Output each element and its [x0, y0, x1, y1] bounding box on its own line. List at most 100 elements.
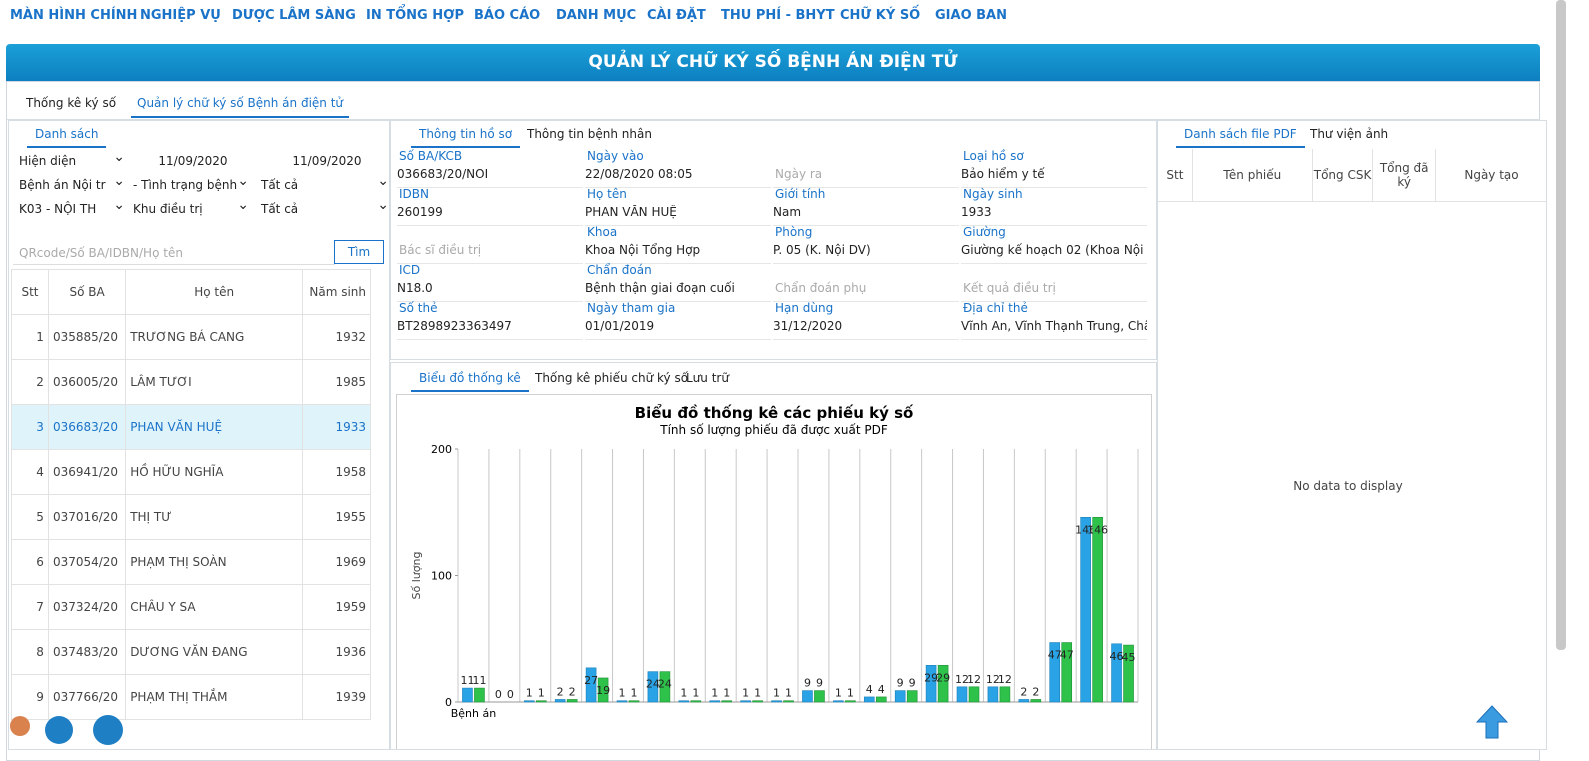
data-label: 4 [866, 683, 873, 696]
insurance-icon[interactable] [93, 715, 123, 745]
list-tab[interactable]: Danh sách [27, 127, 107, 148]
select[interactable]: Hiện diện [13, 150, 129, 172]
field-value: PHAN VĂN HUỆ [585, 205, 677, 219]
nav-item[interactable]: IN TỔNG HỢP [366, 8, 465, 23]
nav-item[interactable]: DANH MỤC [556, 8, 637, 23]
x-tick-label: Bệnh án [451, 707, 496, 720]
field-value: P. 05 (K. Nội DV) [773, 243, 871, 257]
select[interactable]: Khu điều trị [127, 198, 253, 220]
form-icon[interactable] [45, 716, 73, 744]
main-tab[interactable]: Quản lý chữ ký số Bệnh án điện tử [131, 96, 350, 118]
field-label: Chẩn đoán [587, 263, 652, 277]
info-field: Phòng P. 05 (K. Nội DV) [773, 225, 959, 264]
cell: DƯƠNG VĂN ĐANG [125, 629, 304, 675]
data-label: 1 [526, 687, 533, 700]
y-axis-label: Số lượng [410, 552, 423, 600]
bar [523, 700, 535, 703]
data-label: 1 [847, 687, 854, 700]
info-tab[interactable]: Thông tin bệnh nhân [527, 127, 652, 141]
pdf-tab[interactable]: Danh sách file PDF [1176, 127, 1305, 148]
column-header: Tổng đã ký [1372, 149, 1436, 202]
field-label: IDBN [399, 187, 429, 201]
field-value: Nam [773, 205, 802, 219]
nav-item[interactable]: BÁO CÁO [474, 8, 541, 23]
data-label: 1 [538, 687, 545, 700]
main-tabs: Thống kê ký số Quản lý chữ ký số Bệnh án … [6, 92, 1540, 120]
patient-row[interactable]: 6 037054/20 PHẠM THỊ SOÀN 1969 [11, 539, 371, 585]
nav-item[interactable]: CHỮ KÝ SỐ [840, 8, 921, 23]
main-tab[interactable]: Thống kê ký số [26, 96, 117, 110]
date-input[interactable]: 11/09/2020 [292, 154, 362, 168]
data-label: 1 [835, 687, 842, 700]
select[interactable]: Bệnh án Nội tr [13, 174, 129, 196]
search-button[interactable]: Tìm [334, 240, 384, 264]
bar [616, 700, 628, 703]
chart-tab[interactable]: Lưu trữ [686, 371, 729, 385]
data-label: 19 [596, 684, 610, 697]
patient-row[interactable]: 4 036941/20 HỒ HỮU NGHĨA 1958 [11, 449, 371, 495]
nav-item[interactable]: THU PHÍ - BHYT [721, 8, 835, 23]
pdf-tab[interactable]: Thư viện ảnh [1310, 127, 1389, 141]
cell: 1955 [302, 494, 371, 540]
patient-row[interactable]: 5 037016/20 THỊ TƯ 1955 [11, 494, 371, 540]
bar [535, 700, 547, 703]
nav-item[interactable]: MÀN HÌNH CHÍNH [10, 8, 138, 23]
data-label: 1 [785, 687, 792, 700]
info-field: IDBN 260199 [397, 187, 583, 226]
chart-tab[interactable]: Thống kê phiếu chữ ký số [535, 371, 689, 385]
cell: 1959 [302, 584, 371, 630]
data-label: 9 [804, 677, 811, 690]
bar [709, 700, 721, 703]
select[interactable]: Tất cả [255, 174, 389, 196]
info-tab[interactable]: Thông tin hồ sơ [411, 127, 521, 148]
data-label: 1 [619, 687, 626, 700]
cell: 3 [11, 404, 49, 450]
field-placeholder: Kết quả điều trị [963, 281, 1056, 295]
data-label: 0 [495, 688, 502, 701]
cell: 1933 [302, 404, 371, 450]
patient-row[interactable]: 9 037766/20 PHẠM THỊ THẮM 1939 [11, 674, 371, 720]
search-input[interactable]: QRcode/Số BA/IDBN/Họ tên [13, 242, 335, 265]
scrollbar[interactable] [1556, 0, 1566, 650]
cell: PHẠM THỊ SOÀN [125, 539, 304, 585]
cell: CHÂU Y SA [125, 584, 304, 630]
data-label: 12 [955, 673, 969, 686]
cell: 037766/20 [47, 674, 127, 720]
column-header: Tổng CSK [1312, 149, 1374, 202]
select[interactable]: K03 - NỘI TH [13, 198, 129, 220]
cell: 1939 [302, 674, 371, 720]
page-header: QUẢN LÝ CHỮ KÝ SỐ BỆNH ÁN ĐIỆN TỬ [6, 44, 1540, 81]
field-label: Ngày sinh [963, 187, 1023, 201]
nav-item[interactable]: DƯỢC LÂM SÀNG [232, 8, 356, 23]
select[interactable]: - Tình trạng bệnh [127, 174, 253, 196]
scroll-top-button[interactable] [1476, 704, 1508, 740]
patient-row[interactable]: 7 037324/20 CHÂU Y SA 1959 [11, 584, 371, 630]
field-value: 31/12/2020 [773, 319, 843, 333]
nav-item[interactable]: NGHIỆP VỤ [140, 8, 221, 23]
patient-row[interactable]: 3 036683/20 PHAN VĂN HUỆ 1933 [11, 404, 371, 450]
nav-item[interactable]: CÀI ĐẶT [647, 8, 706, 23]
data-label: 46 [1110, 650, 1124, 663]
cell: 037016/20 [47, 494, 127, 540]
date-input[interactable]: 11/09/2020 [158, 154, 228, 168]
patient-row[interactable]: 8 037483/20 DƯƠNG VĂN ĐANG 1936 [11, 629, 371, 675]
cell: TRƯƠNG BÁ CANG [125, 314, 304, 360]
user-icon[interactable] [10, 716, 30, 736]
chart-tab[interactable]: Biểu đồ thống kê [411, 371, 529, 392]
cell: 1958 [302, 449, 371, 495]
field-label: Giới tính [775, 187, 826, 201]
y-tick-label: 200 [431, 443, 452, 456]
data-label: 1 [711, 687, 718, 700]
select[interactable]: Tất cả [255, 198, 389, 220]
field-label: Ngày vào [587, 149, 644, 163]
nav-item[interactable]: GIAO BAN [935, 8, 1007, 23]
patient-row[interactable]: 1 035885/20 TRƯƠNG BÁ CANG 1932 [11, 314, 371, 360]
patient-row[interactable]: 2 036005/20 LÂM TƯƠI 1985 [11, 359, 371, 405]
data-label: 1 [742, 687, 749, 700]
info-field: Khoa Khoa Nội Tổng Hợp [585, 225, 771, 264]
data-label: 0 [507, 688, 514, 701]
data-label: 2 [1020, 685, 1027, 698]
info-field: Số BA/KCB 036683/20/NOI [397, 149, 583, 188]
data-label: 12 [998, 673, 1012, 686]
field-value: N18.0 [397, 281, 433, 295]
